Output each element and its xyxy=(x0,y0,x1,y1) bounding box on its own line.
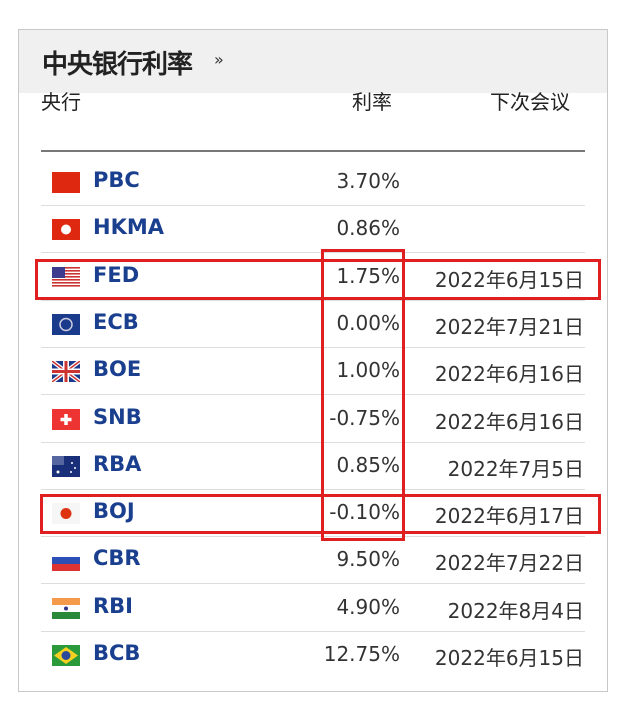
panel-header: 中央银行利率 » xyxy=(19,30,607,93)
table-row: FED 1.75% 2022年6月15日 xyxy=(41,254,585,301)
rate-value: -0.10% xyxy=(329,500,400,525)
table-row: BCB 12.75% 2022年6月15日 xyxy=(41,632,585,679)
flag-icon-usa xyxy=(52,266,80,288)
next-meeting-date: 2022年6月15日 xyxy=(434,646,584,670)
next-meeting-date: 2022年8月4日 xyxy=(447,598,584,623)
next-meeting-date: 2022年7月5日 xyxy=(447,456,584,481)
flag-icon-australia xyxy=(52,455,80,477)
bank-link[interactable]: HKMA xyxy=(93,215,164,240)
flag-icon-brazil xyxy=(52,645,80,666)
table-row: SNB -0.75% 2022年6月16日 xyxy=(41,396,585,443)
more-icon[interactable]: » xyxy=(214,50,224,69)
bank-link[interactable]: RBA xyxy=(93,451,142,476)
next-meeting-date: 2022年6月16日 xyxy=(434,362,584,387)
bank-link[interactable]: BOJ xyxy=(93,499,135,524)
flag-icon-eu xyxy=(52,313,80,335)
rate-value: 1.75% xyxy=(336,263,400,288)
column-header-bank: 央行 xyxy=(41,90,81,114)
bank-link[interactable]: CBR xyxy=(93,546,141,571)
flag-icon-india xyxy=(52,597,80,619)
bank-link[interactable]: ECB xyxy=(93,309,139,334)
table-row: ECB 0.00% 2022年7月21日 xyxy=(41,301,585,348)
flag-icon-russia xyxy=(52,550,80,572)
panel-title[interactable]: 中央银行利率 xyxy=(42,50,193,80)
header-divider xyxy=(41,150,585,152)
rate-value: -0.75% xyxy=(329,405,400,430)
flag-icon-china xyxy=(52,172,80,193)
table-row: CBR 9.50% 2022年7月22日 xyxy=(41,537,585,585)
next-meeting-date: 2022年6月17日 xyxy=(434,504,584,529)
highlight-box-boj xyxy=(40,494,601,534)
flag-icon-uk xyxy=(52,361,80,383)
flag-icon-hong-kong xyxy=(52,219,80,241)
rate-value: 9.50% xyxy=(336,547,400,572)
next-meeting-date: 2022年6月15日 xyxy=(434,267,584,292)
rate-value: 0.85% xyxy=(336,452,400,477)
table-row: RBA 0.85% 2022年7月5日 xyxy=(41,443,585,490)
bank-link[interactable]: RBI xyxy=(93,593,133,618)
flag-icon-japan xyxy=(52,503,80,525)
bank-link[interactable]: SNB xyxy=(93,404,142,429)
highlight-box-rate-column xyxy=(321,249,405,541)
next-meeting-date: 2022年7月21日 xyxy=(434,314,584,339)
rate-value: 0.00% xyxy=(336,310,400,335)
table-row: BOE 1.00% 2022年6月16日 xyxy=(41,348,585,396)
column-header-rate: 利率 xyxy=(352,90,392,114)
rate-value: 12.75% xyxy=(323,642,400,666)
table-row: HKMA 0.86% xyxy=(41,206,585,254)
rate-value: 4.90% xyxy=(336,594,400,619)
central-bank-rates-panel: 中央银行利率 » xyxy=(18,29,608,692)
table-row: PBC 3.70% xyxy=(41,159,585,206)
rate-value: 3.70% xyxy=(336,169,400,193)
highlight-box-fed xyxy=(35,259,601,300)
table-row: BOJ -0.10% 2022年6月17日 xyxy=(41,490,585,538)
bank-link[interactable]: FED xyxy=(93,262,140,287)
bank-link[interactable]: BOE xyxy=(93,357,142,382)
table-row: RBI 4.90% 2022年8月4日 xyxy=(41,585,585,632)
bank-link[interactable]: PBC xyxy=(93,168,140,192)
rate-value: 0.86% xyxy=(336,216,400,241)
next-meeting-date: 2022年6月16日 xyxy=(434,409,584,434)
flag-icon-switzerland xyxy=(52,408,80,430)
bank-link[interactable]: BCB xyxy=(93,641,141,665)
rate-value: 1.00% xyxy=(336,358,400,383)
column-header-next-meeting: 下次会议 xyxy=(490,90,570,114)
next-meeting-date: 2022年7月22日 xyxy=(434,551,584,576)
